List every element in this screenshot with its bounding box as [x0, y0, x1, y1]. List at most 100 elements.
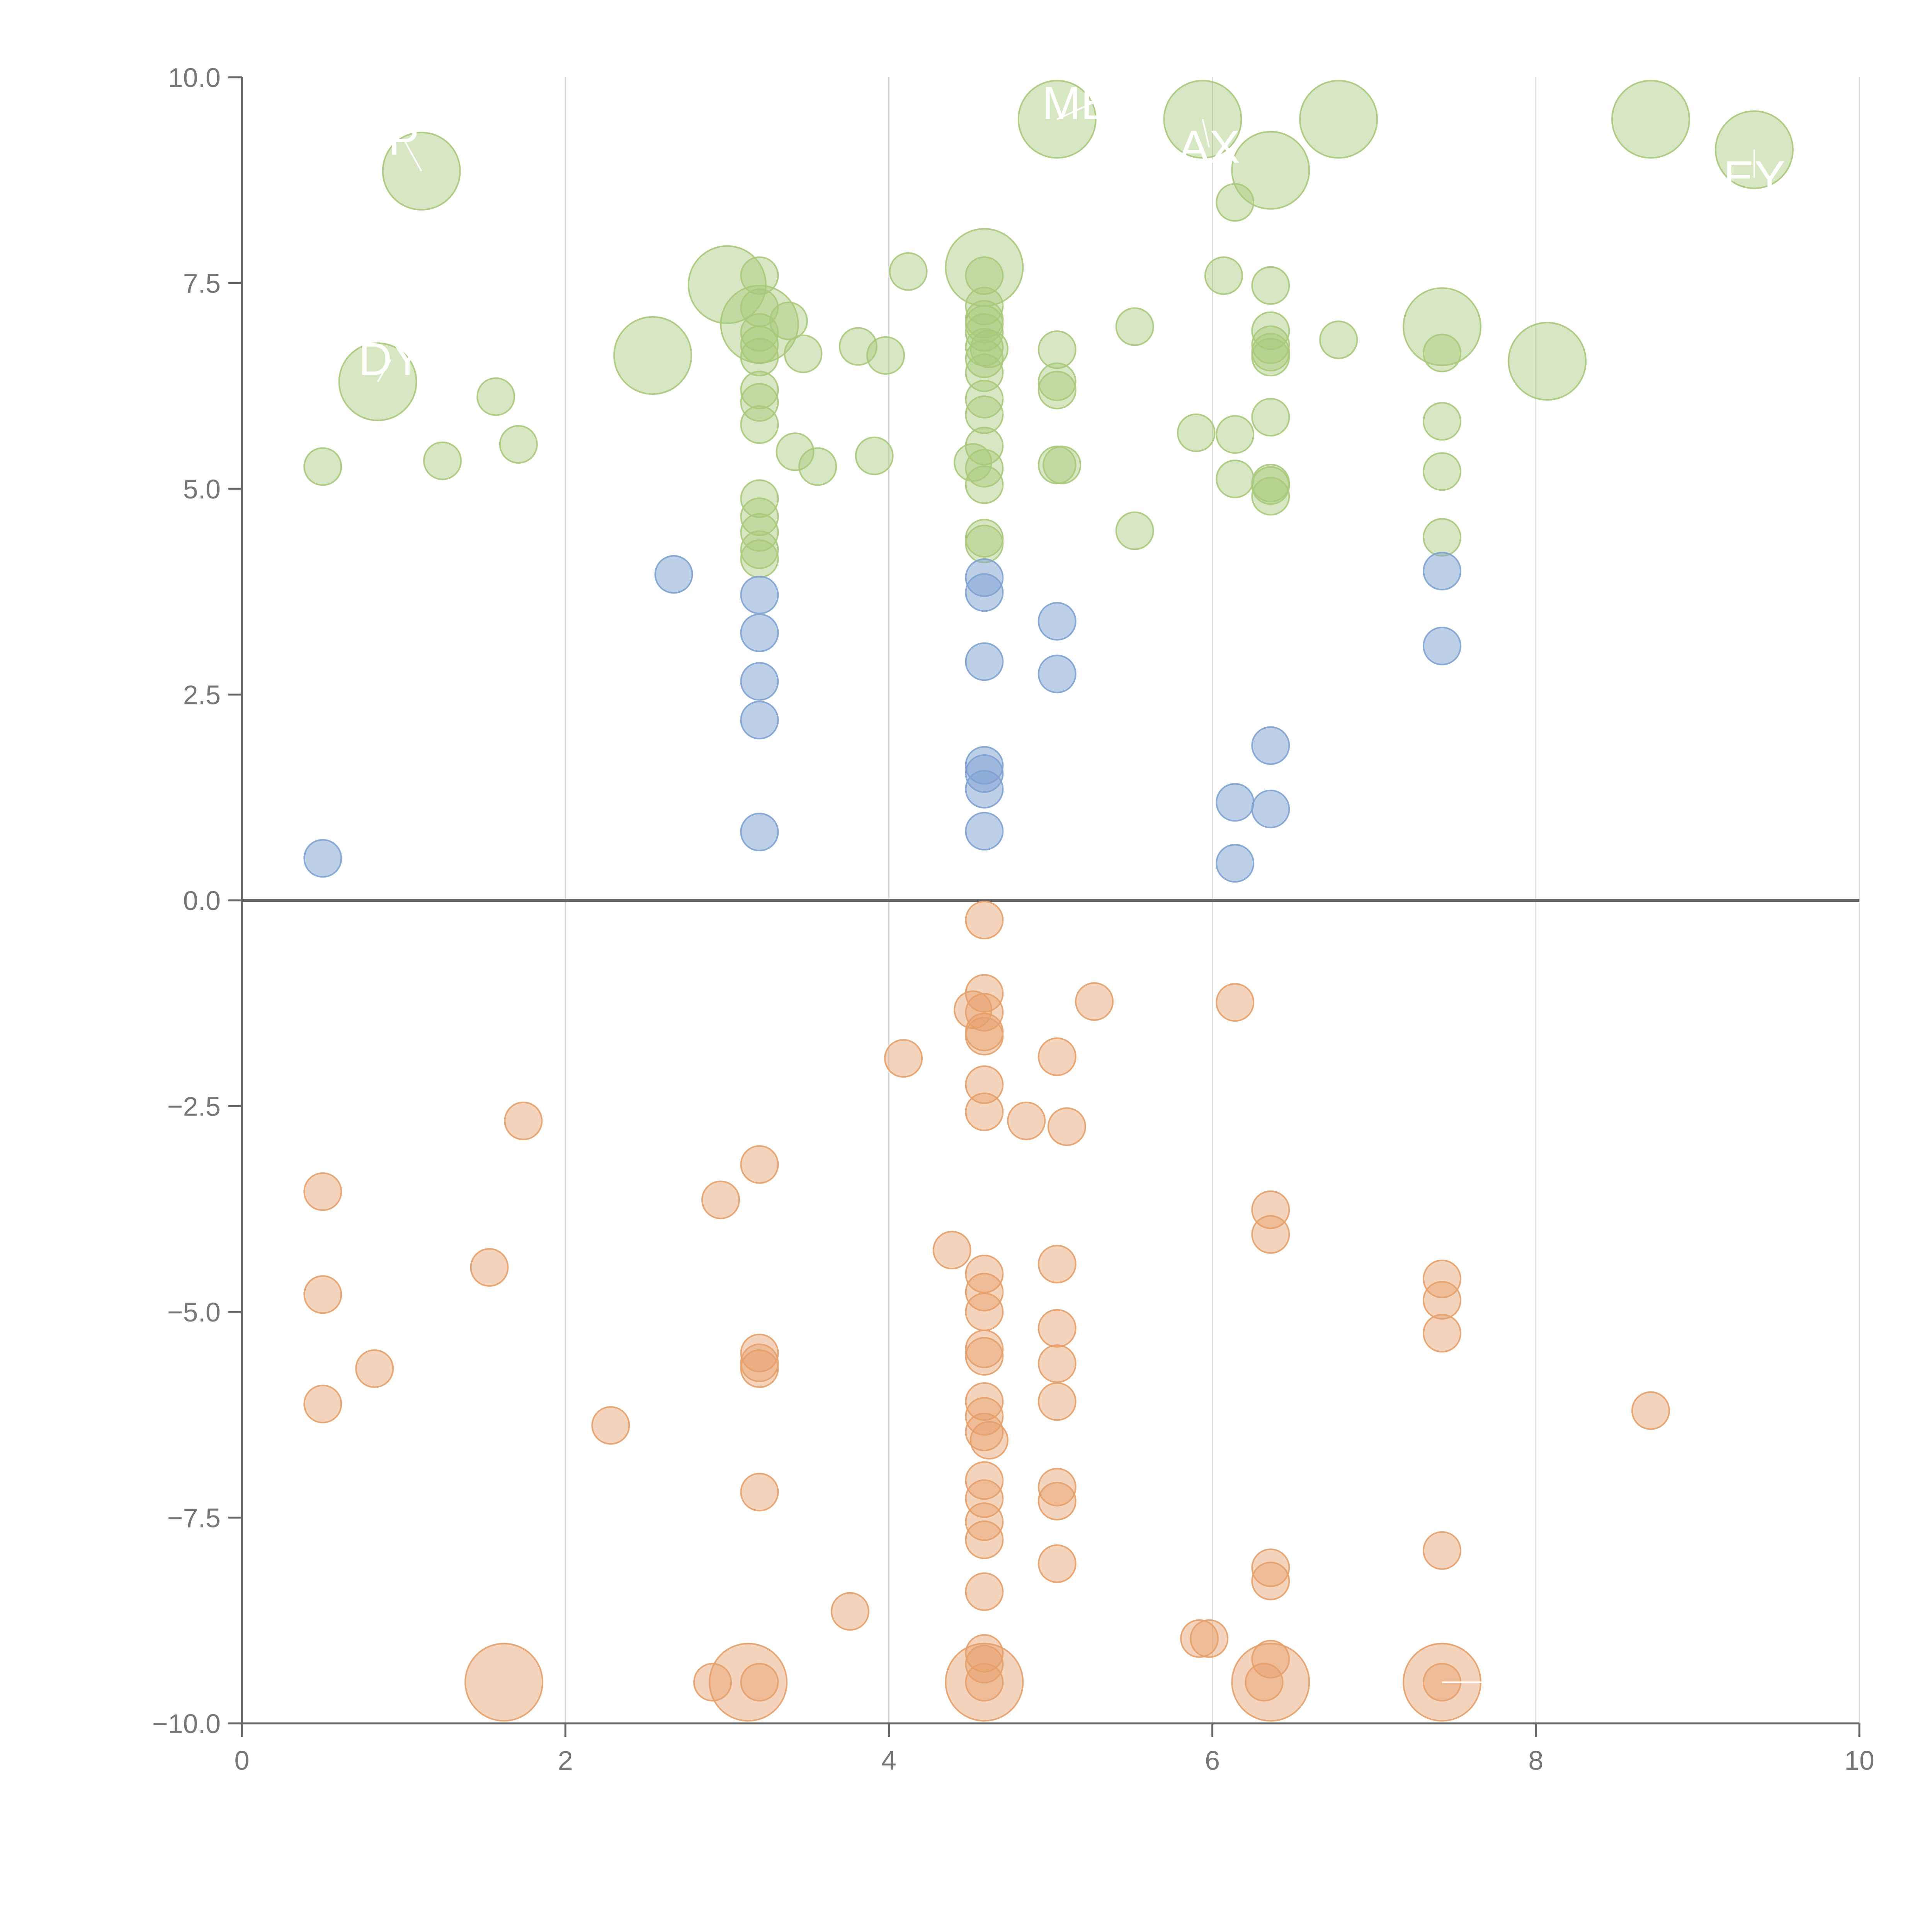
orange-point — [1037, 1245, 1077, 1284]
annotation-label: DY — [359, 333, 423, 385]
orange-point — [1251, 1561, 1290, 1600]
orange-point — [1423, 1531, 1462, 1570]
green-point — [855, 436, 894, 475]
orange-point — [965, 1479, 1004, 1518]
orange-point — [740, 1473, 779, 1512]
orange-point — [969, 1421, 1009, 1460]
orange-point — [965, 1065, 1004, 1104]
orange-point — [1037, 1344, 1077, 1383]
green-point — [1216, 459, 1255, 498]
green-point — [965, 519, 1004, 558]
green-point — [1216, 415, 1255, 454]
blue-point — [1251, 726, 1290, 765]
green-large-point — [687, 245, 767, 324]
orange-point — [693, 1663, 732, 1702]
orange-point — [965, 1520, 1004, 1560]
blue-point — [740, 813, 779, 852]
green-point — [1115, 307, 1154, 346]
green-point — [1423, 452, 1462, 491]
green-point — [1043, 446, 1082, 485]
annotation-connector — [1056, 103, 1092, 120]
annotation-label: P — [388, 113, 419, 165]
orange-point — [504, 1101, 543, 1140]
green-point — [1115, 511, 1154, 550]
green-point — [866, 336, 905, 375]
orange-point — [1037, 1544, 1077, 1583]
green-point — [740, 539, 779, 578]
orange-point — [965, 1572, 1004, 1611]
green-point — [965, 379, 1004, 418]
blue-point — [965, 770, 1004, 809]
annotation-connector — [377, 359, 391, 383]
blue-point — [965, 812, 1004, 851]
green-point — [1251, 398, 1290, 437]
orange-point — [1037, 1382, 1077, 1421]
orange-point — [932, 1231, 971, 1270]
orange-point — [965, 1337, 1004, 1376]
orange-point — [303, 1172, 342, 1211]
green-point — [954, 443, 993, 482]
x-tick-label: 0 — [235, 1745, 250, 1776]
blue-point — [1216, 844, 1255, 883]
orange-point — [470, 1248, 509, 1287]
green-point — [740, 256, 779, 295]
orange-point — [1251, 1548, 1290, 1587]
blue-point — [965, 573, 1004, 612]
orange-point — [1037, 1309, 1077, 1348]
green-point — [1204, 256, 1243, 295]
y-tick-label: 0.0 — [183, 886, 221, 916]
green-point — [769, 301, 808, 340]
green-large-point — [613, 316, 692, 395]
orange-point — [1423, 1314, 1462, 1353]
green-point — [740, 371, 779, 410]
y-tick-label: 10.0 — [168, 63, 221, 93]
orange-large-point — [1231, 1643, 1310, 1722]
green-point — [740, 405, 779, 444]
orange-point — [965, 1017, 1004, 1056]
orange-point — [1047, 1107, 1086, 1146]
blue-point — [740, 575, 779, 614]
orange-point — [740, 1145, 779, 1184]
green-point — [1423, 402, 1462, 441]
y-tick-label: 2.5 — [183, 680, 221, 710]
green-point — [1037, 371, 1077, 410]
annotation-connector — [403, 138, 422, 172]
orange-point — [1037, 1481, 1077, 1520]
green-point — [1423, 333, 1462, 372]
orange-point — [303, 1275, 342, 1314]
x-tick-label: 8 — [1528, 1745, 1543, 1776]
green-point — [1251, 266, 1290, 305]
orange-point — [740, 1344, 779, 1383]
green-point — [965, 524, 1004, 563]
green-point — [965, 256, 1004, 295]
green-large-point — [1299, 80, 1378, 159]
orange-point — [740, 1663, 779, 1702]
green-point — [476, 377, 515, 416]
orange-point — [740, 1333, 779, 1372]
green-point — [784, 334, 823, 373]
orange-point — [830, 1592, 869, 1631]
orange-point — [965, 993, 1004, 1032]
blue-point — [303, 839, 342, 878]
green-point — [965, 465, 1004, 504]
green-point — [1216, 183, 1255, 222]
green-point — [1423, 518, 1462, 557]
y-tick-label: −7.5 — [167, 1503, 221, 1533]
orange-point — [1007, 1101, 1046, 1140]
green-point — [740, 530, 779, 569]
orange-point — [965, 1397, 1004, 1436]
green-point — [965, 313, 1004, 352]
green-point — [965, 305, 1004, 344]
annotations: MET AX DY P EY -A — [359, 77, 1785, 1708]
annotation-connector — [1202, 119, 1210, 148]
orange-point — [965, 1293, 1004, 1331]
x-tick-label: 6 — [1205, 1745, 1220, 1776]
orange-point — [884, 1039, 923, 1078]
green-point — [1251, 338, 1290, 377]
green-point — [889, 252, 928, 291]
blue-point — [1423, 552, 1462, 590]
orange-point — [965, 901, 1004, 940]
orange-point — [1251, 1215, 1290, 1254]
blue-point — [740, 701, 779, 740]
